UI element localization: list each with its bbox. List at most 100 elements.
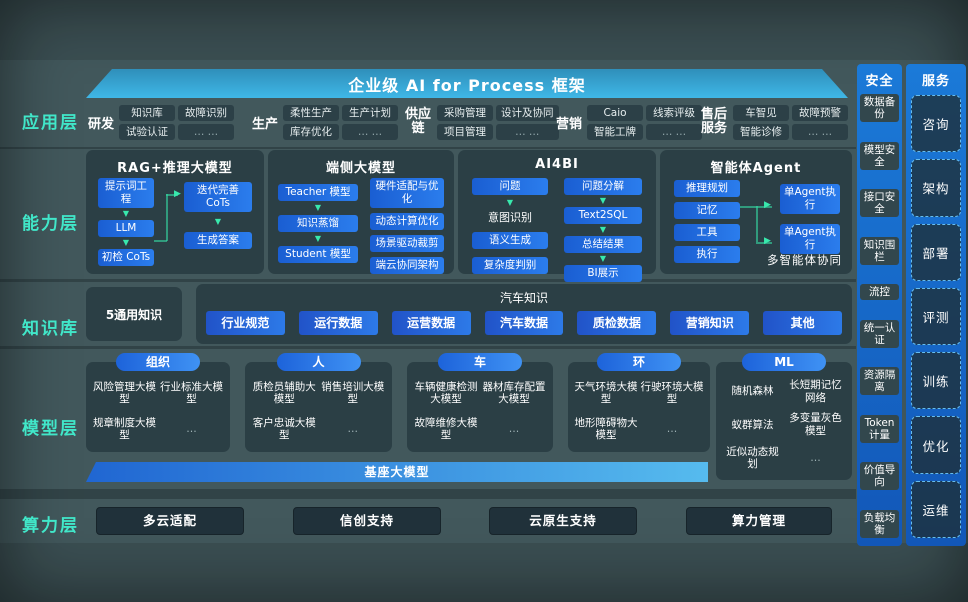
rag-step-answer: 生成答案 [184,232,252,249]
security-item: 价值导向 [860,462,899,491]
ai4bi-left-column: 问题 意图识别 语义生成 复杂度判别 [472,178,548,274]
app-group-marketing: 营销 Caio 线索评级 智能工牌 … … [556,100,703,144]
agent-left-column: 推理规划 记忆 工具 执行 [674,180,740,263]
capability-box-title: RAG+推理大模型 [117,161,233,176]
layer-separator [0,346,856,349]
model-item: 故障维修大模型 [414,416,478,442]
knowledge-pill: 运行数据 [298,311,378,335]
edge-left-column: Teacher 模型 知识蒸馏 Student 模型 [278,184,358,263]
rag-step-refine-cots: 迭代完善CoTs [184,182,252,212]
arrow-right-icon [764,201,771,210]
model-grid: 天气环境大模型 行驶环境大模型 地形障碍物大模型 … [574,376,704,446]
model-grid: 随机森林 长短期记忆网络 蚁群算法 多变量灰色模型 近似动态规划 … [722,376,846,474]
model-group-environment: 环 天气环境大模型 行驶环境大模型 地形障碍物大模型 … [568,353,710,452]
service-item: 架构 [911,159,961,217]
app-group-supply-chain: 供应链 采购管理 设计及协同 项目管理 … … [404,100,559,144]
model-group-ml: ML 随机森林 长短期记忆网络 蚁群算法 多变量灰色模型 近似动态规划 … [716,353,852,480]
model-item: 随机森林 [731,385,774,398]
layer-separator [0,489,856,499]
app-chip-grid: 柔性生产 生产计划 库存优化 … … [283,104,399,140]
service-item: 运维 [911,480,961,538]
rag-left-column: 提示词工程 LLM 初检 CoTs [98,178,154,266]
arrow-down-icon [315,204,321,212]
app-group-rnd: 研发 知识库 故障识别 试验认证 … … [88,100,235,144]
top-shade [0,0,968,60]
app-item-more: … … [646,123,703,140]
service-item: 训练 [911,352,961,410]
compute-multicloud: 多云适配 [96,507,244,535]
app-item: 线索评级 [646,104,703,121]
capability-box-rag: RAG+推理大模型 提示词工程 LLM 初检 CoTs 迭代完善CoTs 生成答… [86,150,264,274]
connector-line [166,194,168,241]
model-item: 器材库存配置大模型 [482,380,546,406]
connector-line [166,194,178,196]
layer-label-application: 应用层 [22,113,79,133]
arrow-right-icon [174,190,181,199]
app-chip-grid: 知识库 故障识别 试验认证 … … [119,104,235,140]
app-item: 库存优化 [283,123,340,140]
app-item-more: … … [342,123,399,140]
model-group-pill: 车 [438,353,522,371]
model-group-vehicle: 车 车辆健康检测大模型 器材库存配置大模型 故障维修大模型 … [407,353,553,452]
model-item: 近似动态规划 [726,445,779,471]
edge-cloud-collab: 端云协同架构 [370,257,444,274]
model-grid: 风险管理大模型 行业标准大模型 规章制度大模型 … [92,376,224,446]
layer-separator [0,147,856,149]
knowledge-domain-title: 汽车知识 [499,291,548,305]
arrow-right-icon [764,237,771,246]
model-item-more: … [666,422,678,435]
app-group-label: 供应链 [404,107,431,136]
knowledge-pill: 运营数据 [391,311,471,335]
model-item: 车辆健康检测大模型 [414,380,478,406]
arrow-down-icon [315,235,321,243]
agent-memory: 记忆 [674,202,740,219]
bi-intent: 意图识别 [488,211,532,224]
model-item: 质检员辅助大模型 [252,380,316,406]
capability-box-edge-model: 端侧大模型 Teacher 模型 知识蒸馏 Student 模型 硬件适配与优化… [268,150,454,274]
bi-semantic-gen: 语义生成 [472,232,548,249]
security-item: 流控 [860,284,899,301]
security-item: 知识围栏 [860,236,899,265]
service-item: 部署 [911,223,961,281]
model-item-more: … [186,422,197,435]
agent-planning: 推理规划 [674,180,740,197]
app-item-more: … … [178,123,235,140]
app-item: 智能工牌 [587,123,644,140]
model-item: 行业标准大模型 [160,380,223,406]
ai4bi-right-column: 问题分解 Text2SQL 总结结果 BI展示 [564,178,642,282]
agent-tools: 工具 [674,224,740,241]
model-item: 天气环境大模型 [574,380,638,406]
arrow-down-icon [123,239,129,247]
app-group-label: 研发 [88,116,115,132]
layer-label-capability: 能力层 [22,214,79,234]
model-item: 风险管理大模型 [93,380,156,406]
app-chip-grid: 采购管理 设计及协同 项目管理 … … [437,104,559,140]
security-item: 负载均衡 [860,509,899,538]
arrow-down-icon [600,226,606,234]
security-item: 统一认证 [860,319,899,348]
app-group-aftersales: 售后服务 车智见 故障预警 智能诊修 … … [700,100,848,144]
model-item: 地形障碍物大模型 [574,416,638,442]
app-chip-grid: 车智见 故障预警 智能诊修 … … [733,104,848,140]
knowledge-pill: 质检数据 [577,311,657,335]
service-column: 服务 咨询 架构 部署 评测 训练 优化 运维 [906,64,966,546]
arrow-down-icon [507,199,513,207]
security-item: 模型安全 [860,141,899,170]
foundation-model-bar: 基座大模型 [86,462,708,482]
model-group-pill: 环 [597,353,681,371]
app-item: 项目管理 [437,123,493,140]
model-group-people: 人 质检员辅助大模型 销售培训大模型 客户忠诚大模型 … [245,353,392,452]
bi-question: 问题 [472,178,548,195]
app-item: 柔性生产 [283,104,340,121]
edge-scene-pruning: 场景驱动裁剪 [370,235,444,252]
knowledge-pill: 汽车数据 [484,311,564,335]
model-item: 多变量灰色模型 [789,412,842,437]
knowledge-pill-row: 行业规范 运行数据 运营数据 汽车数据 质检数据 营销知识 其他 [206,311,843,335]
arrow-down-icon [600,197,606,205]
model-group-pill: ML [742,353,826,371]
connector-line [756,206,758,242]
app-item: 故障预警 [792,104,848,121]
security-items: 数据备份 模型安全 接口安全 知识围栏 流控 统一认证 资源隔离 Token计量… [860,94,899,538]
rag-step-prompt: 提示词工程 [98,178,154,208]
